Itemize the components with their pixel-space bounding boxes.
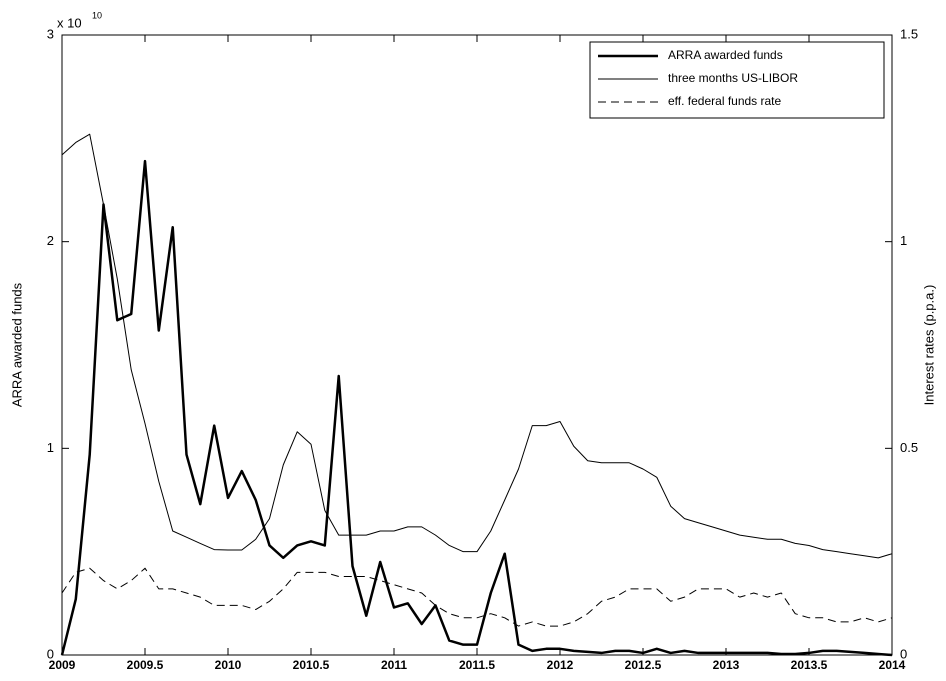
legend-label: three months US-LIBOR xyxy=(668,71,798,85)
y2-axis-label: Interest rates (p.p.a.) xyxy=(921,285,936,406)
x-tick-label: 2009 xyxy=(49,658,76,672)
x-tick-label: 2013.5 xyxy=(791,658,828,672)
series-line xyxy=(61,133,893,559)
x-tick-label: 2010.5 xyxy=(293,658,330,672)
y2-tick-label: 1.5 xyxy=(900,26,918,41)
y2-tick-label: 0.5 xyxy=(900,440,918,455)
x-tick-label: 2012.5 xyxy=(625,658,662,672)
y-multiplier-exponent: 10 xyxy=(92,10,102,20)
x-tick-label: 2013 xyxy=(713,658,740,672)
x-tick-label: 2011 xyxy=(381,658,407,672)
y-tick-label: 1 xyxy=(47,440,54,455)
x-tick-label: 2014 xyxy=(879,658,906,672)
x-tick-label: 2010 xyxy=(215,658,242,672)
y-tick-label: 2 xyxy=(47,233,54,248)
x-tick-label: 2009.5 xyxy=(127,658,164,672)
y2-tick-label: 0 xyxy=(900,646,907,661)
y2-tick-label: 1 xyxy=(900,233,907,248)
series-line xyxy=(61,567,893,627)
legend-label: eff. federal funds rate xyxy=(668,94,782,108)
y-axis-label: ARRA awarded funds xyxy=(9,282,24,407)
x-tick-label: 2012 xyxy=(547,658,574,672)
plot-frame xyxy=(61,34,893,656)
legend-label: ARRA awarded funds xyxy=(668,48,783,62)
y-multiplier: x 10 xyxy=(57,15,82,30)
y-tick-label: 3 xyxy=(47,26,54,41)
x-tick-label: 2011.5 xyxy=(459,658,495,672)
series-line xyxy=(60,159,893,657)
y-tick-label: 0 xyxy=(47,646,54,661)
legend-box xyxy=(589,41,885,119)
